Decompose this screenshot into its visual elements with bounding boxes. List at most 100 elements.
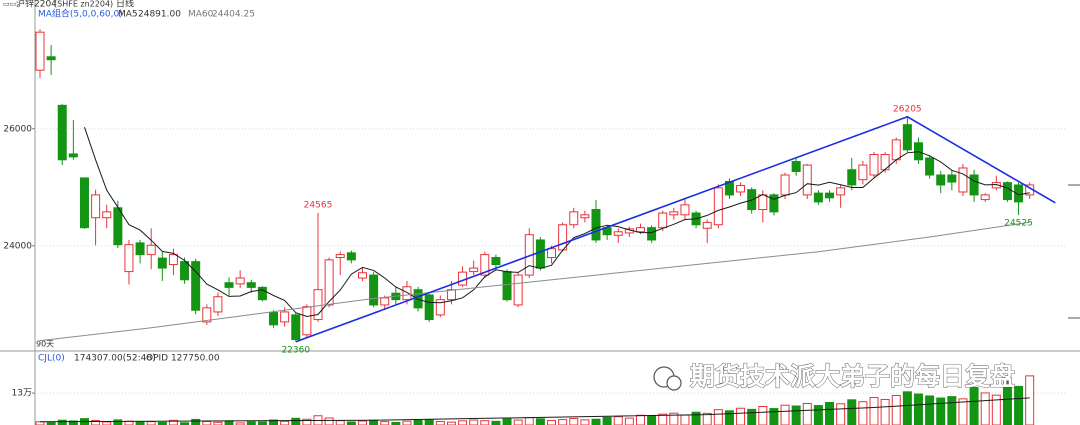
volume-bar [1014,385,1024,425]
candle-body [480,254,490,276]
candle-body [246,282,256,288]
range-label: 90天 [36,340,54,349]
watermark: 期货技术派大弟子的每日复盘 [653,362,1015,391]
candle-body [635,227,645,233]
volume-bar [202,420,212,425]
wechat-icon [666,375,682,391]
volume-bar [524,417,534,425]
volume-bar [936,397,946,425]
candle-body [135,242,145,256]
volume-bar [825,402,835,425]
volume-bar [380,421,390,425]
symbol-code: (SHFE zn2204) [54,0,113,9]
candle-body [1002,182,1012,201]
candle-body [902,124,912,151]
volume-bar [791,405,801,425]
candle-body [813,192,823,203]
volume-bar [925,395,935,425]
candle-body [202,307,212,323]
candle-body [224,282,234,288]
volume-bar [902,391,912,425]
candle-body [591,209,601,241]
candle-body [891,139,901,161]
volume-bar [858,401,868,425]
indicator-label: MA组合(5,0,0,60,0) [38,8,123,20]
volume-bar [558,419,568,425]
volume-bar [713,409,723,425]
indicator-label: CJL(0) [38,354,65,364]
candle-body [780,174,790,196]
volume-bar [168,419,178,425]
volume-bar [769,408,779,425]
candle-body [335,254,345,259]
volume-bar [602,416,612,425]
candle-body [35,31,45,71]
candle-body [791,161,801,172]
volume-bar [624,417,634,425]
candle-body [91,194,101,219]
candle-body [969,174,979,196]
candle-body [168,254,178,266]
candle-body [802,164,812,196]
candle-body [291,314,301,340]
candle-body [435,299,445,316]
candle-body [402,286,412,301]
candle-body [102,211,112,219]
candle-body [836,187,846,196]
volume-bar [780,404,790,425]
candle-body [213,296,223,313]
candle-body [380,297,390,306]
volume-bar [146,421,156,425]
volume-bar [891,394,901,425]
volume-bar [913,393,923,425]
candle-body [324,259,334,306]
candle-body [658,212,668,229]
candle-body [947,174,957,183]
legend-name: MA60 [188,10,214,20]
volume-bar [458,420,468,425]
volume-bar [669,412,679,425]
ma-line [84,127,1030,318]
price-annotation: 26205 [893,104,922,114]
candle-body [936,174,946,186]
candle-body [269,312,279,326]
volume-bar [346,421,356,425]
candle-body [858,164,868,181]
volume-bar [291,417,301,425]
volume-bar [335,420,345,425]
volume-bar [547,420,557,425]
candle-body [357,272,367,279]
candle-body [647,227,657,241]
y-tick-label: 13万 [12,389,32,399]
volume-bar [357,420,367,425]
candle-body [302,306,312,336]
candle-body [235,277,245,285]
candle-body [369,274,379,306]
symbol: 沪锌2204 [16,0,57,10]
candle-body [958,167,968,193]
candle-body [513,274,523,306]
candle-body [79,177,89,229]
legend-value: 24891.00 [138,10,181,20]
volume-bar [369,419,379,425]
volume-bar [591,418,601,425]
readout: OPID 127750.00 [146,354,220,364]
ma-line [39,221,1030,342]
volume-bar [813,405,823,425]
volume-bar [847,399,857,425]
candle-body [124,244,134,273]
volume-bar [280,420,290,425]
volume-bar [702,412,712,425]
candle-body [502,271,512,301]
volume-bar [836,403,846,425]
candle-body [157,257,167,269]
volume-bar [157,421,167,425]
volume-bar [947,396,957,425]
volume-bar [613,416,623,425]
volume-bar [869,397,879,425]
candle-body [68,153,78,158]
volume-bar [736,407,746,425]
volume-bar [224,420,234,425]
candle-body [535,239,545,269]
volume-bar [569,417,579,425]
